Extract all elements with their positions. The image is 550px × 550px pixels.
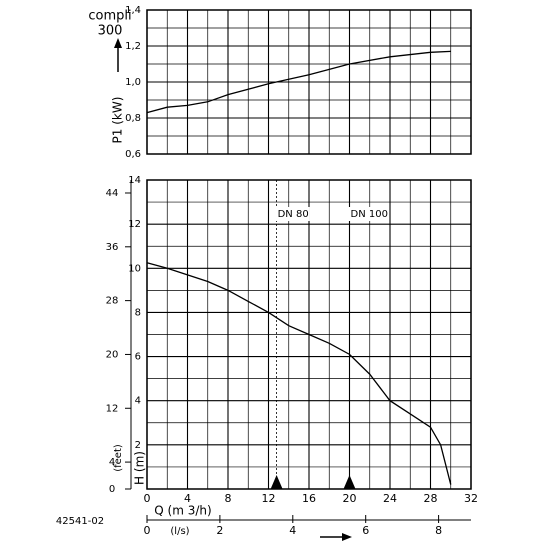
model-name: compli [88, 9, 131, 24]
y2-tick-label: 20 [106, 349, 119, 360]
arrow-head [342, 533, 352, 541]
y-tick-label: 12 [128, 219, 141, 230]
x-tick-label: 24 [383, 492, 397, 505]
x2-axis-label: (l/s) [170, 526, 189, 537]
y-tick-label: 1,4 [125, 5, 141, 16]
y2-axis-label: (feet) [113, 444, 124, 472]
y-tick-label: 2 [135, 440, 141, 451]
x-tick-label: 4 [184, 492, 191, 505]
y2-tick-label: 0 [109, 484, 115, 495]
x2-tick-label: 2 [216, 524, 223, 537]
y-axis-label: P1 (kW) [111, 97, 125, 144]
x-tick-label: 8 [225, 492, 232, 505]
y-tick-label: 1,0 [125, 77, 141, 88]
x2-tick-label: 8 [435, 524, 442, 537]
plot-frame [146, 9, 472, 155]
x2-tick-label: 6 [362, 524, 369, 537]
marker-label: DN 80 [278, 209, 309, 220]
figure-code: 42541-02 [56, 516, 104, 527]
x-tick-label: 0 [144, 492, 151, 505]
y2-tick-label: 4 [109, 457, 115, 468]
y-axis-label: H (m) [133, 451, 147, 485]
arrow-head [114, 38, 122, 48]
y-tick-label: 14 [128, 175, 141, 186]
x-tick-label: 20 [343, 492, 357, 505]
y-tick-label: 4 [135, 396, 141, 407]
y-tick-label: 0,8 [125, 113, 141, 124]
marker-label: DN 100 [351, 209, 388, 220]
curve [146, 50, 451, 114]
x2-tick-label: 0 [144, 524, 151, 537]
y-tick-label: 10 [128, 263, 141, 274]
y2-tick-label: 12 [106, 403, 119, 414]
model-size: 300 [98, 24, 123, 39]
x-tick-label: 32 [464, 492, 478, 505]
x-tick-label: 12 [262, 492, 276, 505]
label-bg [348, 207, 383, 221]
x2-tick-label: 4 [289, 524, 296, 537]
y-tick-label: 8 [135, 307, 141, 318]
plot-frame [146, 179, 472, 490]
y-tick-label: 6 [135, 352, 141, 363]
marker-triangle [270, 475, 283, 489]
x-tick-label: 28 [424, 492, 438, 505]
x-tick-label: 16 [302, 492, 316, 505]
y2-tick-label: 44 [106, 188, 119, 199]
marker-triangle [343, 475, 356, 489]
label-bg [275, 207, 310, 221]
y2-tick-label: 28 [106, 296, 119, 307]
y-tick-label: 1,2 [125, 41, 141, 52]
x-axis-label: Q (m 3/h) [154, 504, 211, 518]
y2-tick-label: 36 [106, 242, 119, 253]
curve [146, 262, 452, 485]
y-tick-label: 0,6 [125, 149, 141, 160]
